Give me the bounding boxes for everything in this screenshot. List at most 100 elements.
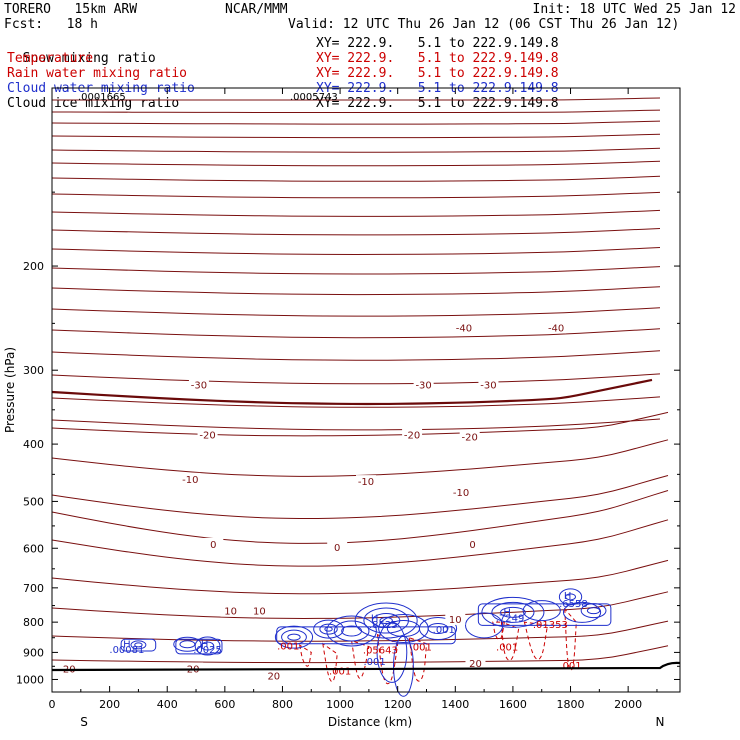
isotherm-line bbox=[51, 120, 661, 125]
cloud-water-label: .001 bbox=[433, 625, 455, 636]
y-tick-label: 500 bbox=[23, 495, 44, 508]
field-name: Temperature bbox=[7, 51, 94, 66]
cloud-water-label: .8525 bbox=[369, 620, 398, 631]
y-tick-label: 900 bbox=[23, 646, 44, 659]
isotherm-label-bg bbox=[478, 378, 499, 391]
rain-water-label: .001 bbox=[329, 666, 351, 677]
y-tick-label: 700 bbox=[23, 582, 44, 595]
cloud-water-contour bbox=[313, 619, 344, 639]
forecast-hour: Fcst: 18 h bbox=[4, 17, 98, 32]
x-tick-label: 1200 bbox=[384, 698, 412, 711]
isotherm-label-bg bbox=[59, 662, 80, 675]
x-tick-label: 400 bbox=[157, 698, 178, 711]
rain-water-label: .001 bbox=[277, 641, 299, 652]
cloud-water-contour bbox=[565, 593, 576, 601]
org-label: NCAR/MMM bbox=[225, 2, 288, 17]
cloud-water-contour bbox=[491, 601, 535, 623]
isotherm-label: 20 bbox=[267, 672, 280, 683]
isotherm-line bbox=[51, 559, 669, 595]
cloud-water-label: .00081 bbox=[109, 645, 144, 656]
cloud-water-contour bbox=[324, 626, 333, 632]
cloud-water-label: .001 bbox=[364, 657, 386, 668]
field-xy: XY= 222.9. 5.1 to 222.9.149.8 bbox=[316, 36, 559, 51]
x-axis-title: Distance (km) bbox=[328, 715, 412, 729]
isotherm-line bbox=[51, 411, 669, 437]
isotherm-label: -10 bbox=[453, 488, 469, 499]
isotherm-label: -40 bbox=[548, 323, 564, 334]
cloud-ice-max-label: .0001665 bbox=[78, 92, 126, 103]
cloud-water-contour bbox=[500, 606, 526, 618]
isotherm-line bbox=[51, 475, 669, 520]
isotherm-line bbox=[51, 373, 661, 385]
model-title: TORERO 15km ARW bbox=[4, 2, 138, 17]
cloud-water-outline bbox=[120, 638, 157, 652]
init-time: Init: 18 UTC Wed 25 Jan 12 bbox=[532, 2, 737, 17]
plot-frame bbox=[51, 87, 681, 693]
y-axis-title: Pressure (hPa) bbox=[3, 347, 17, 433]
x-tick-label: 800 bbox=[272, 698, 293, 711]
isotherm-label-bg bbox=[451, 485, 472, 498]
rain-water-label: .001 bbox=[559, 661, 581, 672]
isotherm-label: 0 bbox=[469, 540, 475, 551]
isotherm-label-bg bbox=[249, 604, 270, 617]
cloud-water-contour bbox=[379, 617, 393, 625]
isotherm-label: 20 bbox=[469, 659, 482, 670]
isotherm-line bbox=[51, 209, 661, 217]
isotherm-label-bg bbox=[356, 475, 376, 488]
valid-time: Valid: 12 UTC Thu 26 Jan 12 (06 CST Thu … bbox=[288, 17, 680, 32]
isotherm-label-bg bbox=[327, 540, 348, 553]
isotherm-label-bg bbox=[197, 428, 218, 441]
rain-water-label: .001 bbox=[410, 643, 432, 654]
isotherm-label: -40 bbox=[456, 323, 472, 334]
isotherm-label: -20 bbox=[404, 430, 420, 441]
isotherm-label: 0 bbox=[210, 540, 216, 551]
rain-water-label: .001 bbox=[496, 643, 518, 654]
isotherm-label: 10 bbox=[253, 607, 266, 618]
cloud-water-contour bbox=[319, 623, 338, 635]
cloud-water-outline bbox=[477, 603, 612, 626]
isotherm-line bbox=[51, 645, 669, 664]
rain-contour bbox=[408, 636, 428, 682]
field-row: Snow mixing ratio bbox=[7, 36, 156, 66]
isotherm-line bbox=[51, 350, 661, 361]
cloud-water-contour bbox=[194, 636, 221, 656]
isotherm-label-bg bbox=[462, 537, 483, 550]
north-label: N bbox=[656, 715, 665, 729]
isotherm-label-bg bbox=[546, 321, 567, 334]
x-tick-label: 1800 bbox=[557, 698, 585, 711]
isotherm-label-bg bbox=[203, 537, 224, 550]
isotherm-label-bg bbox=[413, 378, 434, 391]
y-tick-label: 800 bbox=[23, 616, 44, 629]
cloud-water-contour bbox=[418, 616, 458, 640]
x-tick-label: 1600 bbox=[499, 698, 527, 711]
cloud-water-outline bbox=[276, 626, 456, 645]
isotherm-label: -10 bbox=[358, 477, 374, 488]
isotherm-label: 10 bbox=[224, 607, 237, 618]
field-xy: XY= 222.9. 5.1 to 222.9.149.8 bbox=[316, 51, 559, 66]
cloud-water-contour bbox=[393, 635, 414, 697]
cloud-water-label: H bbox=[371, 613, 379, 624]
isotherm-label: -20 bbox=[462, 432, 478, 443]
isotherm-label: -30 bbox=[415, 380, 431, 391]
rain-water-label: .05643 bbox=[363, 646, 398, 657]
isotherm-line bbox=[51, 175, 661, 182]
isotherm-line bbox=[51, 439, 669, 477]
isotherm-label: -30 bbox=[191, 380, 207, 391]
cloud-water-contour bbox=[173, 636, 202, 652]
cloud-water-contour bbox=[333, 620, 370, 642]
rain-contour bbox=[500, 621, 520, 661]
isotherm-line bbox=[51, 307, 661, 317]
cloud-water-label: H bbox=[123, 640, 131, 651]
isotherm-label-bg bbox=[459, 430, 480, 443]
isotherm-label-bg bbox=[465, 656, 486, 669]
cloud-water-label: .0025 bbox=[193, 645, 222, 656]
isotherm-line bbox=[51, 591, 669, 619]
isotherm-label-bg bbox=[263, 669, 284, 682]
isotherm-label: -30 bbox=[480, 380, 496, 391]
cloud-water-contour bbox=[274, 625, 314, 649]
cloud-water-contour bbox=[586, 607, 601, 615]
x-tick-label: 2000 bbox=[614, 698, 642, 711]
south-label: S bbox=[80, 715, 88, 729]
x-tick-label: 600 bbox=[214, 698, 235, 711]
cloud-water-outline bbox=[175, 638, 223, 655]
